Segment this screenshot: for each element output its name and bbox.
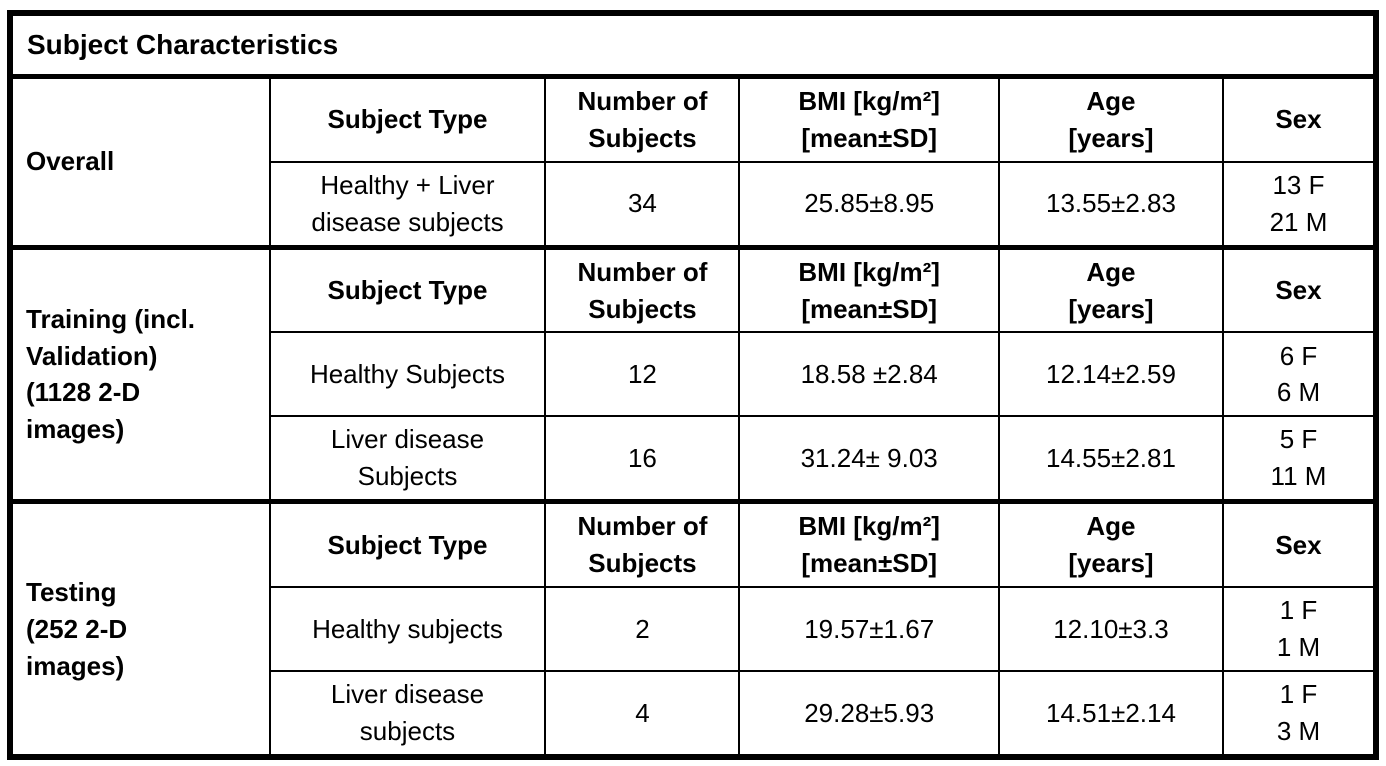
cell-subject-type: Liver disease subjects: [268, 670, 547, 758]
col-header-sex: Sex: [1221, 499, 1378, 589]
col-header-sex: Sex: [1221, 244, 1378, 334]
cell-age: 14.51±2.14: [997, 670, 1224, 758]
cell-bmi: 18.58 ±2.84: [738, 331, 1000, 418]
col-header-number-of-subjects: Number of Subjects: [544, 244, 741, 334]
col-header-age: Age [years]: [997, 499, 1224, 589]
section-label-overall: Overall: [9, 74, 271, 249]
overall-header-row: Overall Subject Type Number of Subjects …: [9, 73, 1378, 249]
table-row-training-liver-disease: Liver disease Subjects 16 31.24± 9.03 14…: [10, 415, 1378, 503]
table-title-row: Subject Characteristics: [9, 12, 1377, 78]
cell-age: 14.55±2.81: [997, 415, 1224, 503]
testing-header-row: Testing (252 2-D images) Subject Type Nu…: [9, 499, 1378, 758]
cell-number-of-subjects: 16: [544, 415, 741, 503]
cell-age: 12.10±3.3: [997, 586, 1224, 673]
table-row-testing-healthy: Healthy subjects 2 19.57±1.67 12.10±3.3 …: [10, 586, 1378, 673]
col-header-bmi: BMI [kg/m²] [mean±SD]: [738, 499, 1000, 589]
cell-sex: 6 F 6 M: [1221, 331, 1378, 418]
cell-number-of-subjects: 2: [544, 586, 741, 673]
cell-bmi: 25.85±8.95: [738, 160, 1000, 249]
cell-bmi: 29.28±5.93: [738, 670, 1000, 758]
subject-characteristics-table: Subject Characteristics Overall Subject …: [7, 10, 1379, 760]
cell-subject-type: Healthy + Liver disease subjects: [268, 160, 547, 249]
table-row-training-healthy: Healthy Subjects 12 18.58 ±2.84 12.14±2.…: [10, 331, 1378, 418]
cell-bmi: 19.57±1.67: [738, 586, 1000, 673]
col-header-age: Age [years]: [997, 244, 1224, 334]
cell-bmi: 31.24± 9.03: [738, 415, 1000, 503]
table-row-overall-all-subjects: Healthy + Liver disease subjects 34 25.8…: [10, 160, 1378, 249]
cell-age: 12.14±2.59: [997, 331, 1224, 418]
col-header-sex: Sex: [1221, 73, 1378, 163]
cell-sex: 5 F 11 M: [1221, 415, 1378, 503]
cell-sex: 1 F 3 M: [1221, 670, 1378, 758]
col-header-number-of-subjects: Number of Subjects: [544, 499, 741, 589]
col-header-subject-type: Subject Type: [268, 244, 547, 334]
cell-subject-type: Healthy subjects: [268, 586, 547, 673]
cell-number-of-subjects: 4: [544, 670, 741, 758]
section-label-testing: Testing (252 2-D images): [9, 499, 271, 758]
training-header-row: Training (incl. Validation) (1128 2-D im…: [9, 244, 1378, 503]
cell-sex: 13 F 21 M: [1221, 160, 1378, 249]
table-title: Subject Characteristics: [9, 12, 1377, 78]
cell-subject-type: Liver disease Subjects: [268, 415, 547, 503]
col-header-subject-type: Subject Type: [268, 499, 547, 589]
cell-number-of-subjects: 12: [544, 331, 741, 418]
cell-number-of-subjects: 34: [544, 160, 741, 249]
col-header-age: Age [years]: [997, 73, 1224, 163]
col-header-number-of-subjects: Number of Subjects: [544, 73, 741, 163]
cell-subject-type: Healthy Subjects: [268, 331, 547, 418]
table-row-testing-liver-disease: Liver disease subjects 4 29.28±5.93 14.5…: [10, 670, 1378, 758]
col-header-subject-type: Subject Type: [268, 73, 547, 163]
col-header-bmi: BMI [kg/m²] [mean±SD]: [738, 73, 1000, 163]
col-header-bmi: BMI [kg/m²] [mean±SD]: [738, 244, 1000, 334]
section-label-training: Training (incl. Validation) (1128 2-D im…: [9, 244, 271, 503]
cell-age: 13.55±2.83: [997, 160, 1224, 249]
cell-sex: 1 F 1 M: [1221, 586, 1378, 673]
